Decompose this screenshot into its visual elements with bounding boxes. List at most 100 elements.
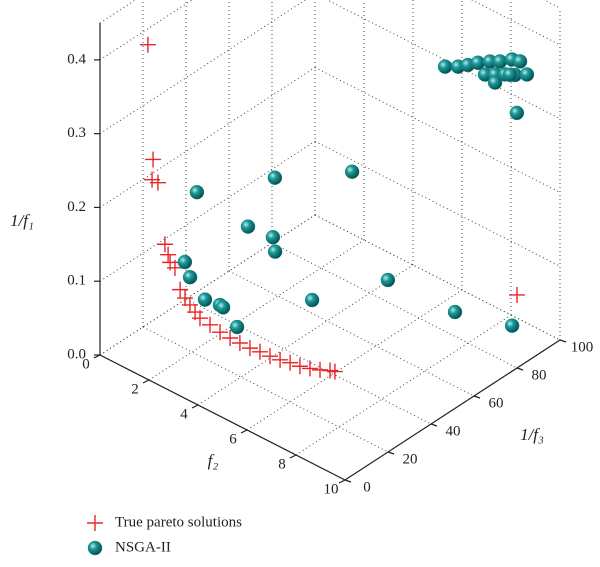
point — [166, 259, 183, 276]
grid-line — [314, 140, 561, 267]
tick-mark — [142, 379, 150, 384]
grid-line — [148, 239, 365, 381]
point — [519, 67, 535, 82]
z-tick-label: 0.3 — [67, 125, 86, 141]
tick-mark — [473, 395, 481, 399]
point — [212, 324, 229, 341]
grid-line — [295, 314, 512, 456]
axis-line — [344, 339, 561, 481]
point — [267, 244, 283, 259]
grid-line — [228, 270, 475, 397]
grid-line — [99, 140, 316, 282]
point — [447, 304, 463, 320]
x-tick-label: 6 — [229, 431, 237, 447]
point — [240, 219, 256, 234]
point — [504, 318, 520, 333]
tick-mark — [338, 479, 346, 484]
x-tick-label: 10 — [324, 481, 339, 497]
point — [267, 170, 283, 185]
point — [301, 360, 318, 377]
point — [197, 292, 213, 307]
grid-line — [99, 0, 137, 24]
point — [160, 246, 177, 263]
point — [251, 343, 268, 360]
y-tick-label: 100 — [571, 339, 594, 355]
y-tick-label: 80 — [532, 367, 547, 383]
point — [222, 330, 239, 347]
point — [282, 354, 299, 371]
point — [492, 54, 508, 69]
tick-mark — [387, 451, 395, 455]
grid-line — [314, 214, 561, 341]
point — [291, 358, 308, 375]
point — [262, 348, 279, 365]
grid-line — [197, 264, 414, 406]
point — [231, 335, 248, 352]
point — [229, 319, 245, 335]
tick-mark — [289, 454, 297, 459]
point — [202, 316, 219, 333]
point — [509, 286, 525, 303]
point — [241, 340, 258, 357]
point — [191, 310, 208, 327]
grid-line — [99, 0, 193, 61]
grid-line — [99, 0, 307, 135]
point — [215, 300, 231, 315]
grid-line — [142, 326, 389, 453]
point — [304, 292, 320, 308]
grid-line — [99, 67, 316, 208]
tick-mark — [559, 339, 567, 343]
grid-line — [246, 289, 463, 431]
grid-line — [543, 0, 561, 9]
legend-label: True pareto solutions — [115, 514, 242, 530]
point — [326, 363, 343, 380]
point — [265, 229, 281, 245]
y-tick-label: 20 — [403, 451, 418, 467]
z-tick-label: 0.2 — [67, 199, 86, 215]
z-tick-label: 0.1 — [67, 273, 86, 289]
point — [272, 351, 289, 368]
point — [344, 164, 360, 179]
point — [172, 281, 189, 298]
x-tick-label: 0 — [82, 356, 90, 372]
point — [145, 151, 162, 168]
point — [509, 105, 525, 121]
point — [182, 269, 198, 285]
grid-line — [99, 214, 316, 356]
point — [380, 272, 396, 288]
grid-line — [314, 214, 561, 341]
legend-marker — [87, 540, 103, 556]
point — [139, 36, 156, 53]
point — [149, 174, 166, 191]
y-tick-label: 0 — [363, 479, 371, 495]
axis-line — [99, 354, 346, 481]
x-axis-label: f₂ — [208, 451, 219, 470]
point — [487, 75, 503, 90]
point — [156, 236, 173, 253]
tick-mark — [516, 367, 524, 371]
tick-mark — [344, 479, 352, 483]
point — [177, 290, 194, 307]
point — [502, 67, 518, 82]
point — [177, 254, 193, 270]
tick-mark — [240, 429, 248, 434]
tick-mark — [430, 423, 438, 427]
legend-marker — [87, 515, 103, 531]
z-axis-label: 1/f₁ — [10, 211, 34, 230]
y-tick-label: 60 — [489, 395, 504, 411]
z-tick-label: 0.4 — [67, 51, 86, 67]
x-tick-label: 8 — [278, 456, 286, 472]
point — [189, 184, 205, 200]
y-axis-label: 1/f₃ — [520, 425, 544, 444]
point — [437, 59, 453, 74]
point — [512, 54, 528, 69]
y-tick-label: 40 — [446, 423, 461, 439]
grid-line — [470, 0, 561, 46]
legend-label: NSGA-II — [115, 539, 171, 555]
tick-mark — [191, 404, 199, 409]
x-tick-label: 4 — [180, 406, 188, 422]
z-tick-label: 0.0 — [67, 346, 86, 362]
x-tick-label: 2 — [131, 381, 139, 397]
grid-line — [185, 298, 432, 425]
